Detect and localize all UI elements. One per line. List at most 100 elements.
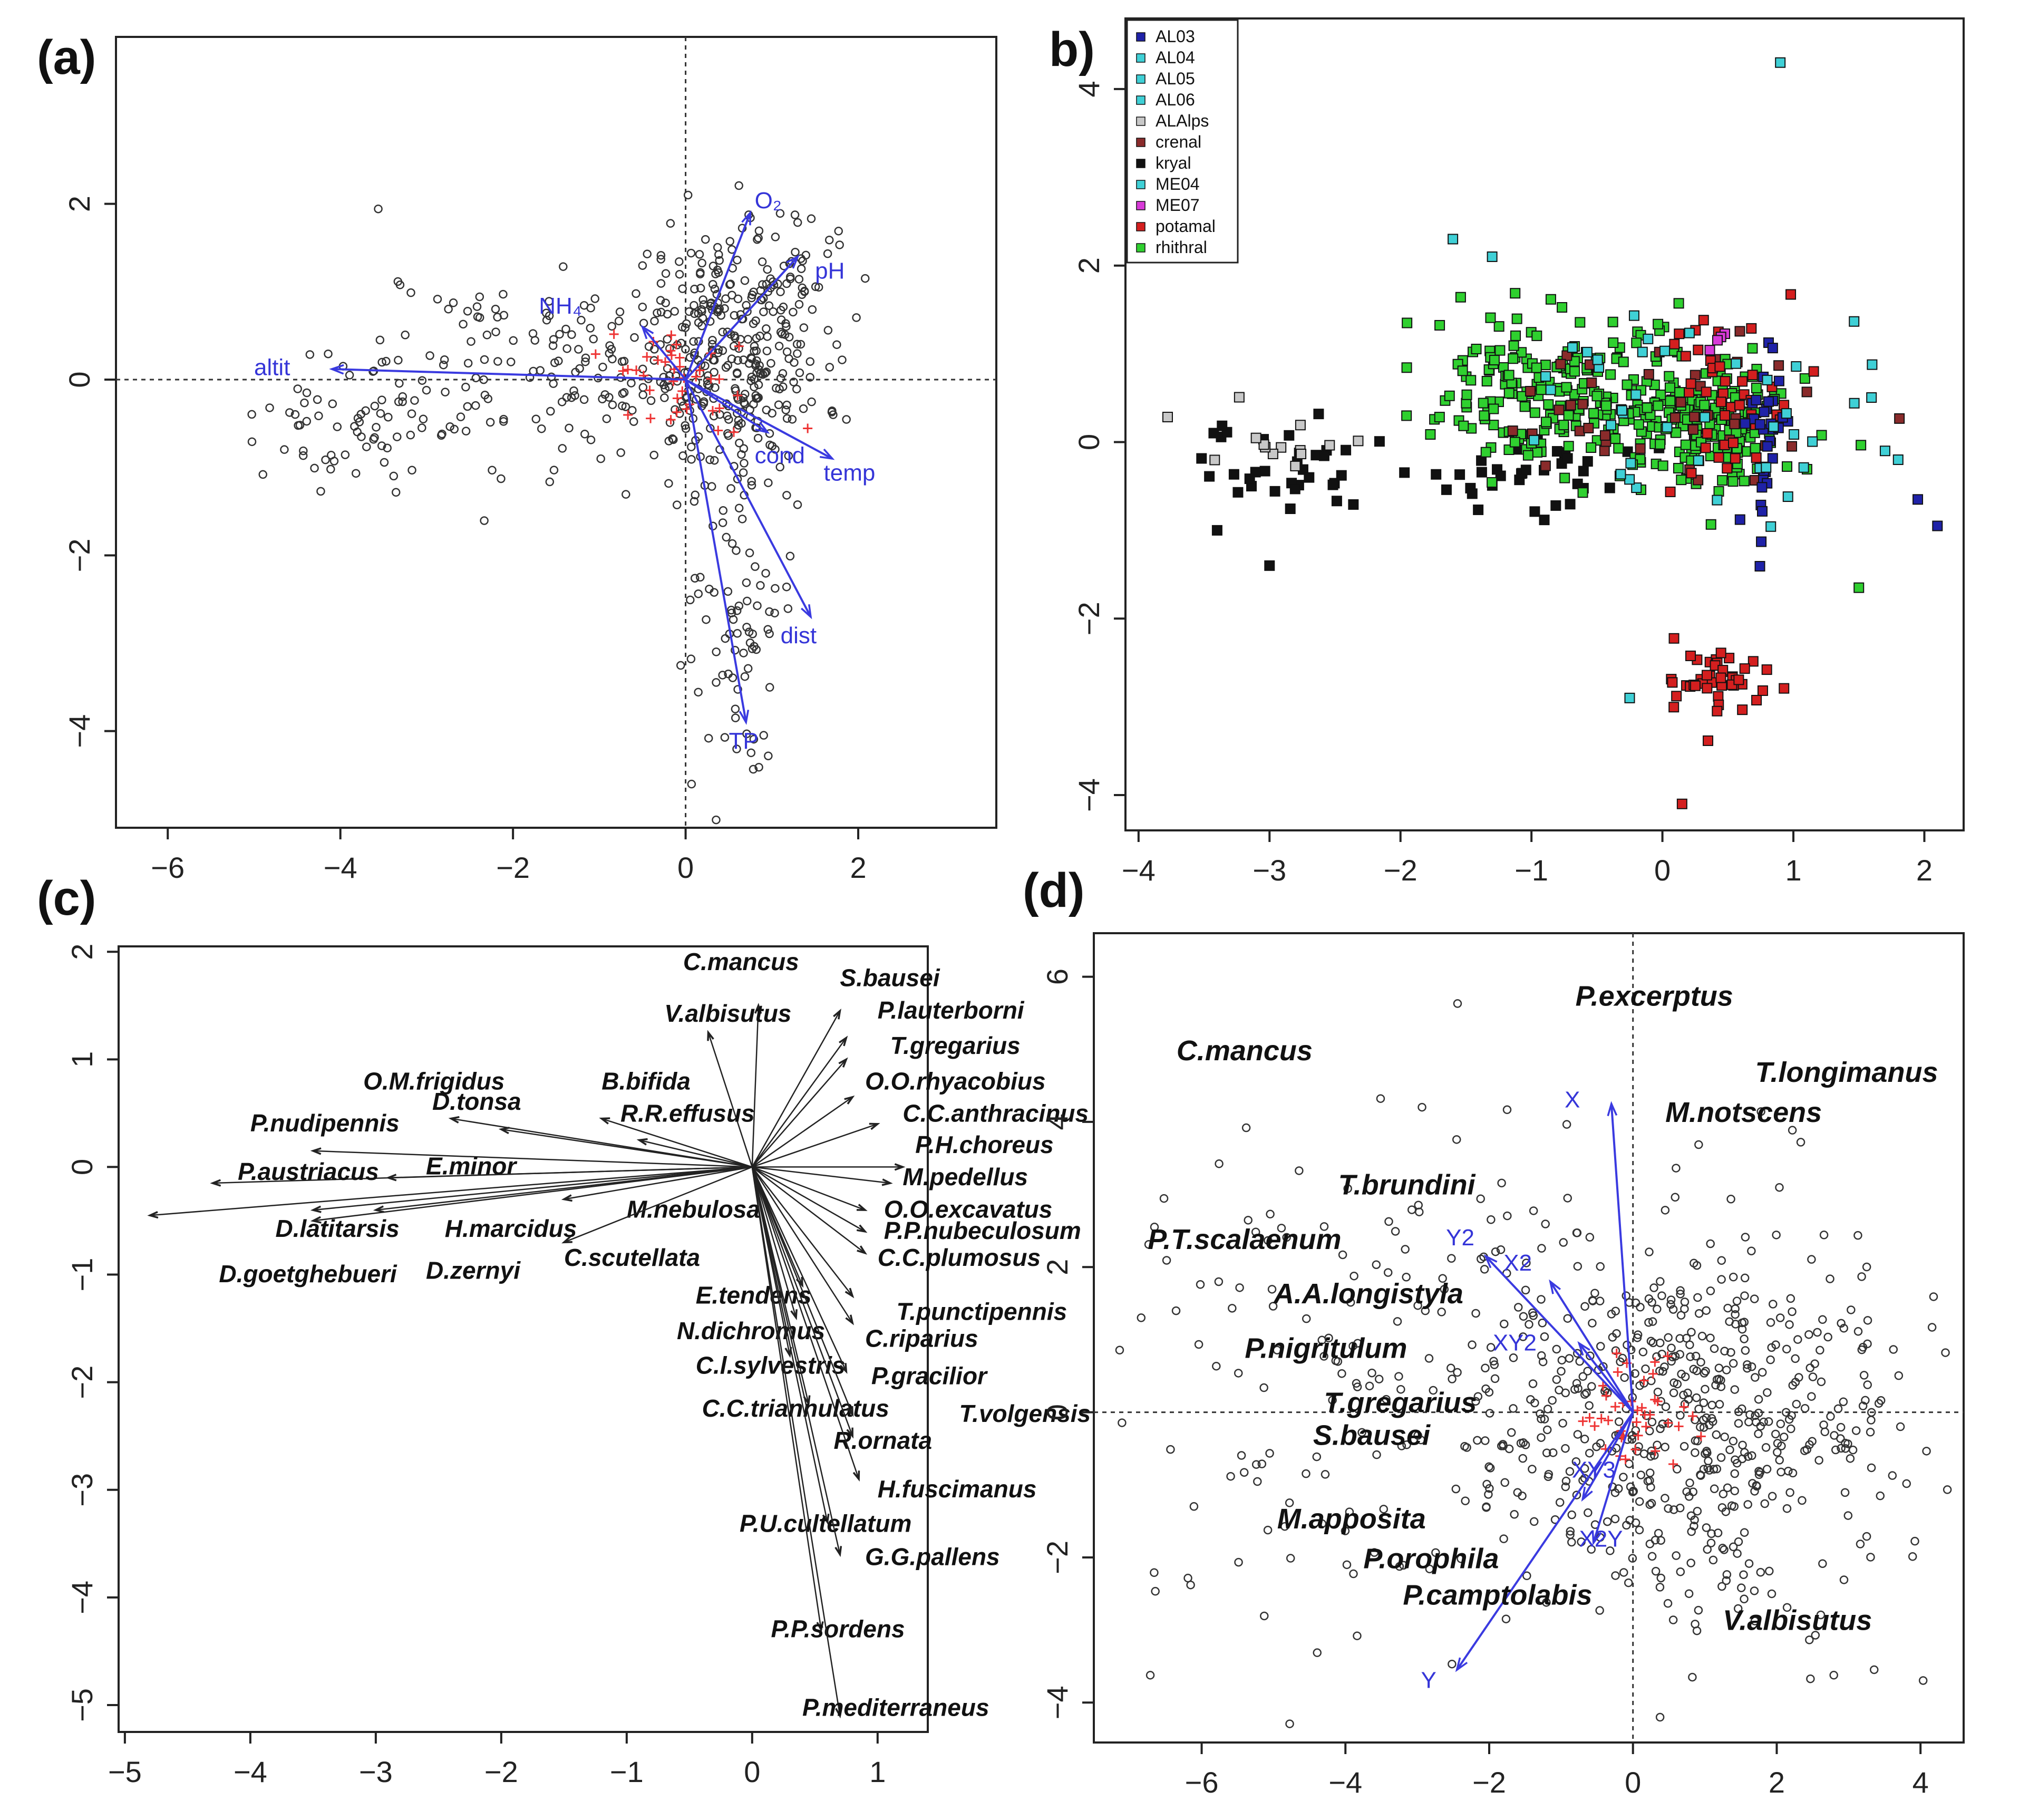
panel-c-species-label: O.O.excavatus xyxy=(884,1195,1053,1223)
panel-b-point xyxy=(1539,515,1550,526)
panel-d-point xyxy=(1837,1444,1846,1453)
panel-d-point xyxy=(1496,1245,1506,1254)
panel-d-point xyxy=(1383,1268,1393,1277)
panel-b-point xyxy=(1454,469,1465,480)
panel-d-point xyxy=(1619,1473,1628,1482)
panel-d-point xyxy=(1384,1217,1393,1226)
panel-a-point xyxy=(621,402,630,411)
panel-d-point xyxy=(1402,1440,1411,1449)
panel-d-point xyxy=(1413,1431,1422,1440)
panel-c-species-arrowhead xyxy=(833,1009,841,1020)
panel-c-species-label: P.P.nubeculosum xyxy=(884,1217,1081,1244)
panel-a-vector-label: NH₄ xyxy=(539,293,582,319)
panel-d-point xyxy=(1484,1388,1494,1397)
panel-c-species-label: P.H.choreus xyxy=(915,1131,1053,1158)
panel-d-species-label: A.A.longistyla xyxy=(1273,1278,1463,1310)
panel-b-point xyxy=(1731,358,1742,369)
panel-b-point xyxy=(1476,467,1487,478)
panel-d-point xyxy=(1286,1554,1295,1563)
panel-d-point xyxy=(1734,1407,1743,1416)
panel-a-point xyxy=(545,311,554,321)
panel-b-point xyxy=(1782,491,1793,502)
panel-d-point xyxy=(1814,1456,1823,1465)
panel-d-point xyxy=(1513,1488,1522,1497)
panel-d-centroid-cross xyxy=(1630,1445,1640,1455)
panel-c-xtick-label: −1 xyxy=(610,1755,644,1788)
panel-a-point xyxy=(713,243,722,252)
panel-d-vector xyxy=(1610,1103,1634,1412)
panel-d-point xyxy=(1453,999,1462,1008)
panel-b-point xyxy=(1565,499,1576,510)
panel-d-point xyxy=(1595,1606,1604,1615)
panel-d-point xyxy=(1666,1300,1675,1309)
panel-a-point xyxy=(580,429,589,439)
panel-b-legend-label: ME07 xyxy=(1156,196,1200,215)
panel-d-point xyxy=(1839,1575,1849,1584)
panel-a-point xyxy=(382,356,391,366)
panel-a-point xyxy=(575,364,584,373)
panel-c-species-arrowhead xyxy=(822,1513,830,1525)
panel-b-point xyxy=(1465,375,1477,386)
panel-b-point xyxy=(1713,486,1724,497)
panel-b-point xyxy=(1684,387,1695,398)
panel-a-point xyxy=(690,574,700,583)
panel-a-point xyxy=(439,360,448,370)
panel-b-point xyxy=(1665,395,1676,406)
panel-c-species-label: E.tendens xyxy=(696,1282,812,1309)
panel-d-point xyxy=(1507,1428,1516,1437)
panel-a-point xyxy=(351,469,361,478)
panel-b-point xyxy=(1232,487,1244,498)
panel-d-species-label: P.excerptus xyxy=(1576,981,1733,1012)
panel-a-point xyxy=(670,307,679,316)
panel-b-point xyxy=(1700,442,1711,453)
panel-b-point xyxy=(1727,476,1739,487)
panel-a-point xyxy=(664,479,673,488)
panel-d-point xyxy=(1696,1358,1705,1367)
panel-d-point xyxy=(1857,1272,1866,1281)
panel-b-point xyxy=(1250,432,1261,443)
panel-b-point xyxy=(1503,388,1515,399)
panel-a-point xyxy=(747,477,756,486)
panel-d-point xyxy=(1692,1393,1701,1402)
panel-d-point xyxy=(1680,1304,1689,1313)
panel-b-legend-swatch xyxy=(1136,243,1145,253)
panel-d-point xyxy=(1805,1363,1814,1372)
panel-a-point xyxy=(697,258,706,268)
panel-a-point xyxy=(696,268,705,277)
panel-d-point xyxy=(1839,1324,1848,1333)
panel-d-point xyxy=(1782,1504,1792,1513)
panel-c-species-arrowhead xyxy=(310,1147,322,1155)
panel-b-point xyxy=(1622,379,1633,390)
panel-d-vector-head xyxy=(1577,1341,1590,1356)
panel-a-point xyxy=(742,623,751,632)
panel-d-point xyxy=(1726,1348,1735,1357)
panel-a-point xyxy=(750,342,759,351)
panel-a-point xyxy=(745,548,754,557)
panel-b-legend-swatch xyxy=(1136,180,1145,189)
panel-d-point xyxy=(1717,1275,1726,1284)
panel-a-point xyxy=(316,487,325,496)
panel-d-point xyxy=(1137,1313,1146,1322)
panel-d-point xyxy=(1818,1315,1827,1324)
panel-d-point xyxy=(1607,1310,1616,1319)
panel-d-centroid-cross xyxy=(1696,1431,1706,1441)
panel-d-point xyxy=(1704,1456,1713,1466)
panel-b-point xyxy=(1613,443,1624,454)
panel-d-point xyxy=(1785,1320,1794,1329)
panel-d-point xyxy=(1694,1140,1703,1149)
panel-d-vector-head xyxy=(1581,1486,1593,1502)
panel-c-species-arrow xyxy=(639,1139,753,1168)
panel-a-point xyxy=(789,377,798,386)
panel-a-point xyxy=(678,451,687,460)
panel-d-point xyxy=(1342,1560,1352,1570)
panel-d-point xyxy=(1635,1525,1644,1535)
panel-d-centroid-cross xyxy=(1578,1416,1588,1426)
panel-a-point xyxy=(562,344,571,353)
panel-d-frame xyxy=(1093,932,1965,1744)
panel-d-point xyxy=(1805,1635,1814,1644)
panel-d-point xyxy=(1251,1460,1261,1469)
panel-d-ytick-label: 6 xyxy=(1041,969,1074,985)
panel-d-point xyxy=(1540,1415,1549,1424)
panel-d-point xyxy=(1337,1369,1346,1378)
panel-d-point xyxy=(1145,1671,1155,1680)
